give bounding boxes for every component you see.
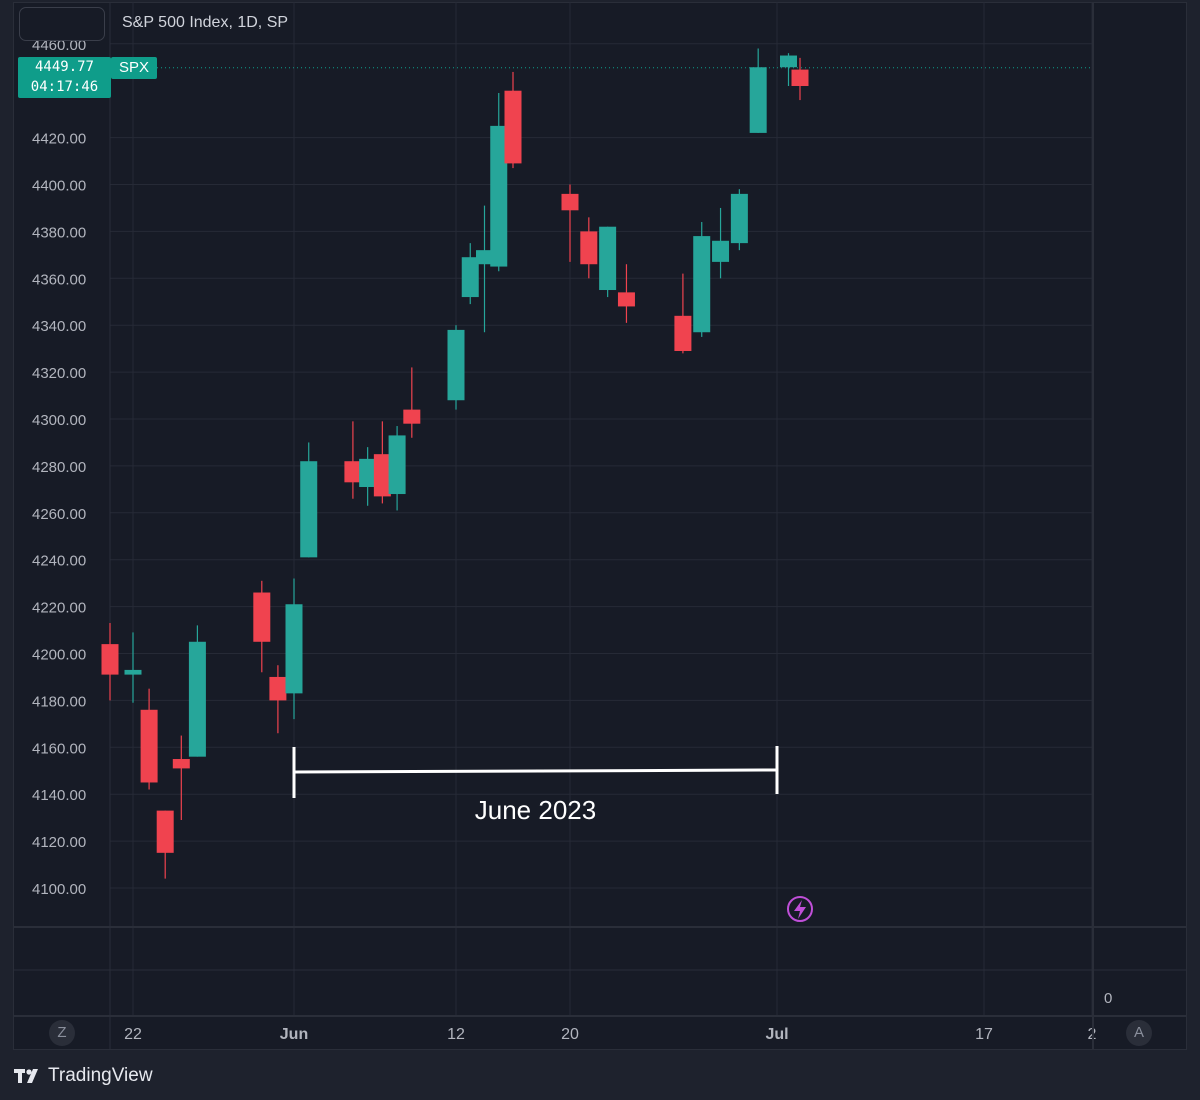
footer-brand-label: TradingView: [48, 1065, 153, 1086]
candle-body[interactable]: [300, 461, 318, 558]
candle-body[interactable]: [780, 55, 797, 68]
candle-body[interactable]: [373, 454, 391, 497]
y-tick-label: 4180.00: [32, 693, 86, 710]
candle-body[interactable]: [344, 461, 362, 483]
candle-body[interactable]: [461, 257, 479, 298]
last-price-label: 4449.77 04:17:46: [18, 57, 111, 98]
bar-countdown: 04:17:46: [30, 79, 99, 95]
candle-body[interactable]: [140, 709, 158, 783]
tradingview-brand[interactable]: TradingView: [14, 1064, 153, 1088]
symbol-title: S&P 500 Index, 1D, SP: [122, 14, 289, 31]
x-tick-label: 20: [561, 1026, 579, 1043]
y-tick-label: 4460.00: [32, 37, 86, 54]
candle-body[interactable]: [674, 315, 692, 351]
range-annotation-line: [293, 768, 778, 774]
y-tick-label: 4280.00: [32, 459, 86, 476]
x-tick-label: 12: [447, 1026, 465, 1043]
y-tick-label: 4220.00: [32, 600, 86, 617]
candle-body[interactable]: [617, 292, 635, 307]
candle-body[interactable]: [561, 193, 579, 211]
candle-body[interactable]: [791, 69, 809, 87]
legend-toggle-button[interactable]: [19, 7, 105, 41]
candle-body[interactable]: [269, 676, 287, 701]
x-tick-label: Jun: [280, 1026, 308, 1043]
candle-body[interactable]: [749, 67, 767, 133]
y-tick-label: 4320.00: [32, 365, 86, 382]
lower-pane-value: 0: [1104, 990, 1112, 1007]
candle-body[interactable]: [712, 240, 730, 262]
y-tick-label: 4120.00: [32, 834, 86, 851]
y-tick-label: 4260.00: [32, 506, 86, 523]
y-tick-label: 4380.00: [32, 224, 86, 241]
y-tick-label: 4300.00: [32, 412, 86, 429]
candle-body[interactable]: [156, 810, 174, 853]
candle-body[interactable]: [359, 458, 377, 488]
candle-body[interactable]: [285, 604, 303, 694]
x-tick-label: 22: [124, 1026, 142, 1043]
candle-body[interactable]: [730, 193, 748, 244]
candle-body[interactable]: [124, 669, 142, 675]
candle-body[interactable]: [504, 90, 522, 164]
y-tick-label: 4240.00: [32, 553, 86, 570]
zoom-reset-button[interactable]: Z: [49, 1020, 75, 1046]
y-tick-label: 4140.00: [32, 787, 86, 804]
x-tick-label: Jul: [765, 1026, 788, 1043]
symbol-tag: SPX: [111, 57, 157, 79]
candle-body[interactable]: [188, 641, 206, 757]
auto-scale-button[interactable]: A: [1126, 1020, 1152, 1046]
y-tick-label: 4160.00: [32, 740, 86, 757]
candle-body[interactable]: [101, 644, 119, 675]
candle-body[interactable]: [580, 231, 598, 265]
y-tick-label: 4100.00: [32, 881, 86, 898]
candle-body[interactable]: [490, 125, 508, 267]
lightning-icon[interactable]: [787, 896, 813, 922]
y-tick-label: 4400.00: [32, 178, 86, 195]
tradingview-logo-icon: [14, 1069, 38, 1083]
candle-body[interactable]: [388, 435, 406, 495]
candle-body[interactable]: [693, 236, 711, 333]
candle-body[interactable]: [599, 226, 617, 291]
x-tick-label: 17: [975, 1026, 993, 1043]
candle-body[interactable]: [403, 409, 421, 424]
candle-body[interactable]: [253, 592, 271, 642]
chart-frame[interactable]: [13, 2, 1187, 1050]
last-price-value: 4449.77: [34, 59, 94, 75]
candle-body[interactable]: [172, 759, 190, 769]
y-tick-label: 4420.00: [32, 131, 86, 148]
candle-body[interactable]: [476, 250, 493, 265]
y-tick-label: 4360.00: [32, 271, 86, 288]
candle-body[interactable]: [447, 329, 465, 401]
range-annotation-label: June 2023: [475, 795, 596, 825]
y-tick-label: 4340.00: [32, 318, 86, 335]
y-tick-label: 4200.00: [32, 647, 86, 664]
